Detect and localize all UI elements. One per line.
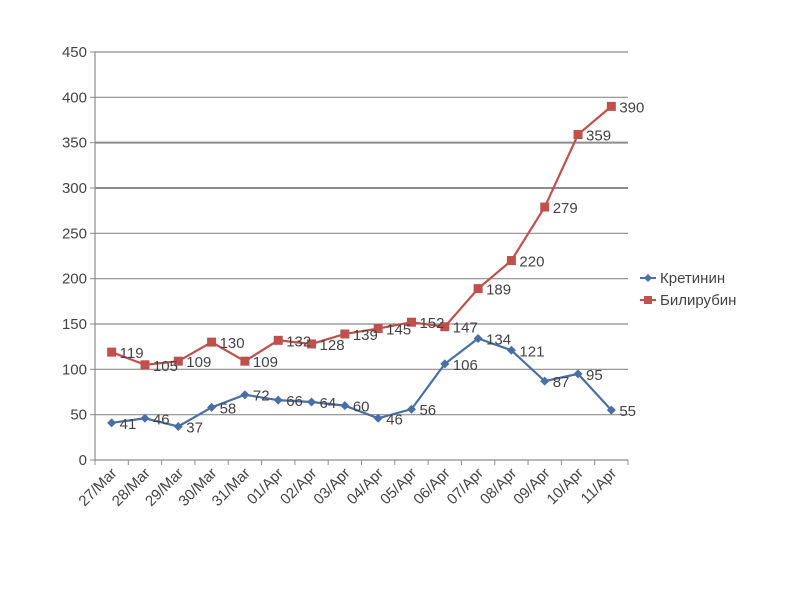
gridlines: [95, 51, 628, 416]
x-tick-label: 02/Apr: [277, 465, 320, 508]
x-tick-label: 09/Apr: [510, 465, 553, 508]
data-point-marker: [273, 335, 283, 345]
data-label: 37: [186, 419, 203, 436]
data-point-marker: [373, 324, 383, 334]
data-point-marker: [506, 345, 516, 355]
data-point-marker: [173, 356, 183, 366]
data-label: 87: [553, 374, 570, 391]
x-tick-label: 08/Apr: [477, 465, 520, 508]
x-tick-label: 11/Apr: [578, 465, 620, 507]
data-label: 359: [586, 128, 611, 145]
data-point-marker: [406, 404, 416, 414]
y-tick-label: 0: [79, 452, 87, 469]
y-tick-label: 350: [62, 135, 87, 152]
y-tick-label: 400: [62, 89, 87, 106]
data-label: 152: [419, 315, 444, 332]
data-point-marker: [307, 339, 317, 349]
data-label: 128: [320, 337, 345, 354]
data-point-marker: [373, 413, 383, 423]
x-tick-label: 06/Apr: [410, 465, 453, 508]
data-point-marker: [540, 376, 550, 386]
data-label: 66: [286, 393, 303, 410]
data-label: 279: [553, 200, 578, 217]
y-tick-label: 150: [62, 316, 87, 333]
data-label: 390: [619, 99, 644, 116]
data-point-marker: [406, 317, 416, 327]
data-label: 109: [253, 354, 278, 371]
data-point-marker: [107, 418, 117, 428]
data-label: 145: [386, 322, 411, 339]
y-tick-label: 450: [62, 44, 87, 61]
data-label: 189: [486, 282, 511, 299]
data-point-marker: [473, 284, 483, 294]
data-point-marker: [606, 101, 616, 111]
data-point-marker: [307, 397, 317, 407]
data-label: 46: [386, 411, 403, 428]
legend-label: Кретинин: [660, 270, 725, 287]
x-tick-label: 03/Apr: [310, 465, 353, 508]
data-point-marker: [340, 329, 350, 339]
data-label: 134: [486, 332, 511, 349]
x-tick-label: 05/Apr: [377, 465, 420, 508]
x-axis: 27/Mar28/Mar29/Mar30/Mar31/Mar01/Apr02/A…: [75, 459, 629, 510]
data-label: 56: [419, 402, 436, 419]
y-tick-label: 50: [70, 407, 87, 424]
x-tick-label: 31/Mar: [209, 465, 254, 510]
data-labels: 41 46 37 58 72 66 64 60 46 56 106 134 121 87 95 55 119 10…: [120, 99, 645, 436]
series-line-2: [111, 105, 613, 366]
data-point-marker: [340, 401, 350, 411]
data-point-marker: [240, 390, 250, 400]
data-label: 41: [120, 416, 137, 433]
series-line-1: [111, 337, 613, 428]
series-layer: [107, 101, 616, 431]
data-point-marker: [140, 360, 150, 370]
data-point-marker: [207, 337, 217, 347]
data-label: 119: [120, 345, 144, 362]
y-tick-label: 100: [62, 361, 87, 378]
data-point-marker: [606, 405, 616, 415]
data-label: 220: [519, 254, 544, 271]
data-point-marker: [173, 421, 183, 431]
data-label: 72: [253, 388, 270, 405]
x-tick-label: 10/Apr: [544, 465, 587, 508]
x-tick-label: 07/Apr: [444, 465, 487, 508]
data-point-marker: [473, 334, 483, 344]
legend-label: Билирубин: [660, 292, 736, 309]
legend-marker: [644, 274, 652, 282]
x-tick-label: 04/Apr: [344, 465, 387, 508]
data-point-marker: [573, 369, 583, 379]
data-label: 109: [186, 354, 211, 371]
x-tick-label: 01/Apr: [244, 465, 287, 508]
data-label: 132: [286, 333, 311, 350]
data-point-marker: [440, 359, 450, 369]
data-label: 55: [619, 403, 636, 420]
data-point-marker: [140, 413, 150, 423]
data-point-marker: [240, 356, 250, 366]
data-label: 106: [453, 357, 478, 374]
data-label: 58: [220, 400, 237, 417]
data-label: 105: [153, 358, 178, 375]
data-point-marker: [506, 256, 516, 266]
data-label: 95: [586, 367, 603, 384]
data-label: 60: [353, 399, 370, 416]
data-label: 139: [353, 327, 378, 344]
legend: Кретинин Билирубин: [640, 270, 736, 309]
data-label: 46: [153, 411, 170, 428]
data-point-marker: [107, 347, 117, 357]
y-tick-label: 200: [62, 271, 87, 288]
y-tick-label: 250: [62, 225, 87, 242]
data-point-marker: [573, 130, 583, 140]
data-label: 130: [220, 335, 245, 352]
legend-marker: [644, 296, 652, 304]
data-point-marker: [540, 202, 550, 212]
data-point-marker: [440, 322, 450, 332]
data-point-marker: [207, 402, 217, 412]
data-label: 147: [453, 320, 478, 337]
data-label: 64: [320, 395, 337, 412]
data-label: 121: [519, 343, 544, 360]
data-point-marker: [273, 395, 283, 405]
y-tick-label: 300: [62, 180, 87, 197]
y-axis: 0 50 100 150 200 250 300 350 400 450: [62, 44, 96, 469]
